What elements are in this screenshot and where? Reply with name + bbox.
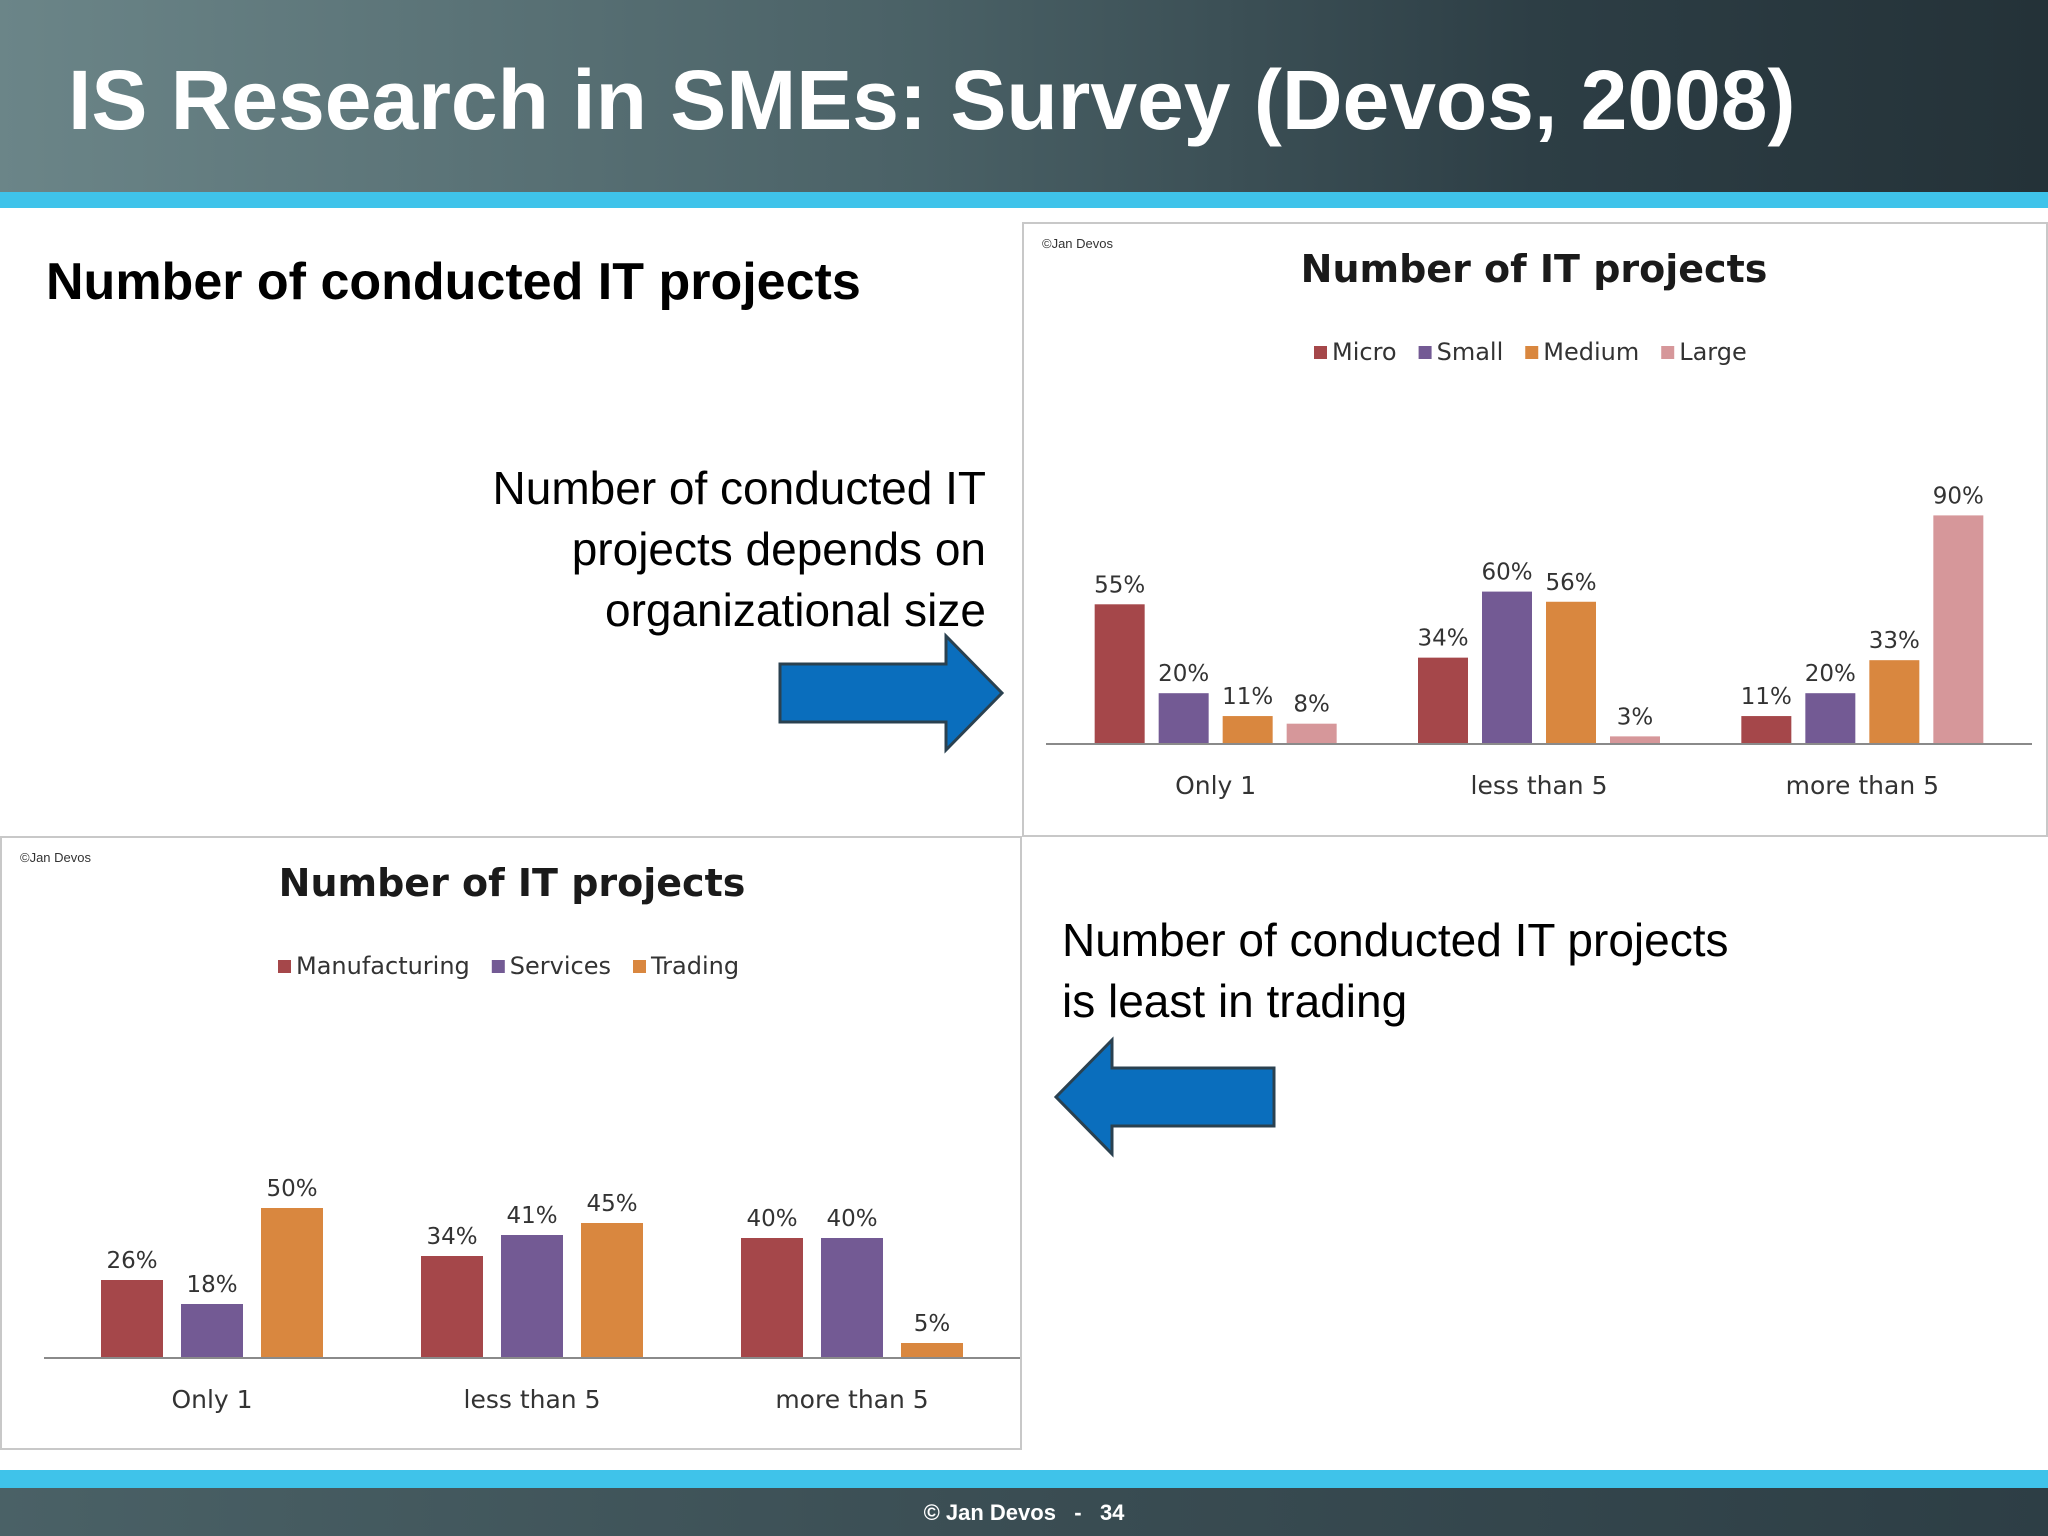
data-label: 33% — [1869, 628, 1920, 654]
legend-swatch — [1418, 346, 1432, 359]
data-label: 8% — [1293, 692, 1330, 718]
bar — [581, 1223, 643, 1358]
chart-copyright: ©Jan Devos — [1042, 236, 1113, 251]
slide-footer: © Jan Devos - 34 — [0, 1488, 2048, 1536]
footer-text: © Jan Devos - 34 — [923, 1500, 1125, 1525]
bar — [1286, 723, 1337, 744]
legend-swatch — [491, 960, 505, 973]
data-label: 50% — [266, 1176, 317, 1202]
category-tick-label: less than 5 — [464, 1385, 601, 1414]
legend-label: Services — [510, 952, 611, 980]
category-tick-label: less than 5 — [1471, 771, 1608, 800]
category-tick-label: more than 5 — [775, 1385, 928, 1414]
chart-by-sector-plot: Number of IT projects Manufacturing Servic… — [44, 861, 1020, 1414]
legend-swatch — [633, 960, 646, 973]
data-label: 45% — [586, 1191, 637, 1217]
bar — [1158, 693, 1209, 744]
bar — [1418, 657, 1468, 744]
note-size: Number of conducted IT projects depends … — [492, 462, 986, 636]
data-label: 41% — [506, 1203, 557, 1229]
bar — [261, 1208, 323, 1358]
bar — [1222, 716, 1273, 744]
section-subtitle: Number of conducted IT projects — [46, 253, 861, 311]
data-label: 11% — [1222, 684, 1273, 710]
bar — [741, 1238, 803, 1358]
legend-swatch — [1525, 346, 1539, 359]
chart-title: Number of IT projects — [279, 861, 746, 905]
legend-label: Trading — [650, 952, 739, 980]
category-tick-label: more than 5 — [1786, 771, 1939, 800]
data-label: 90% — [1933, 483, 1984, 509]
data-label: 11% — [1741, 684, 1792, 710]
data-label: 26% — [106, 1248, 157, 1274]
data-label: 56% — [1545, 570, 1596, 596]
legend-label: Micro — [1332, 338, 1397, 366]
category-tick-label: Only 1 — [171, 1385, 252, 1414]
data-label: 18% — [186, 1272, 237, 1298]
bar — [501, 1235, 563, 1358]
bar — [1094, 604, 1145, 744]
bar — [1610, 736, 1660, 744]
bar — [1741, 716, 1792, 744]
data-label: 55% — [1094, 572, 1145, 598]
data-label: 60% — [1481, 560, 1532, 586]
data-label: 34% — [1417, 626, 1468, 652]
chart-by-size: ©Jan Devos Number of IT projects Micro Sma… — [1022, 222, 2048, 837]
legend-label: Medium — [1543, 338, 1639, 366]
arrow-right-icon — [778, 632, 1005, 754]
data-label: 20% — [1805, 661, 1856, 687]
bar — [1869, 660, 1920, 744]
bar — [421, 1256, 483, 1358]
chart-by-sector: ©Jan Devos Number of IT projects Manufact… — [0, 836, 1022, 1450]
bar — [1933, 515, 1984, 744]
bar — [901, 1343, 963, 1358]
category-tick-label: Only 1 — [1175, 771, 1256, 800]
bar — [1546, 601, 1596, 744]
bar — [1805, 693, 1856, 744]
note-sector: Number of conducted IT projects is least… — [1062, 914, 1729, 1027]
data-label: 3% — [1617, 704, 1654, 730]
chart-copyright: ©Jan Devos — [20, 850, 91, 865]
data-label: 5% — [914, 1311, 951, 1337]
bar — [1482, 591, 1532, 744]
legend-label: Large — [1679, 338, 1747, 366]
arrow-left-icon — [1053, 1036, 1276, 1158]
bar — [101, 1280, 163, 1358]
data-label: 34% — [426, 1224, 477, 1250]
data-label: 20% — [1158, 661, 1209, 687]
legend-swatch — [1661, 346, 1675, 359]
data-label: 40% — [826, 1206, 877, 1232]
chart-title: Number of IT projects — [1301, 247, 1768, 291]
header-accent-band — [0, 192, 2048, 208]
legend-swatch — [1314, 346, 1327, 359]
bar — [821, 1238, 883, 1358]
data-label: 40% — [746, 1206, 797, 1232]
footer-accent-band — [0, 1470, 2048, 1488]
slide-title: IS Research in SMEs: Survey (Devos, 2008… — [68, 53, 1796, 147]
legend-label: Small — [1437, 338, 1504, 366]
bar — [181, 1304, 243, 1358]
legend-swatch — [278, 960, 291, 973]
legend-label: Manufacturing — [296, 952, 470, 980]
chart-by-size-plot: Number of IT projects Micro Small Medium Lar… — [1046, 247, 2032, 800]
slide-header: IS Research in SMEs: Survey (Devos, 2008… — [0, 0, 2048, 192]
